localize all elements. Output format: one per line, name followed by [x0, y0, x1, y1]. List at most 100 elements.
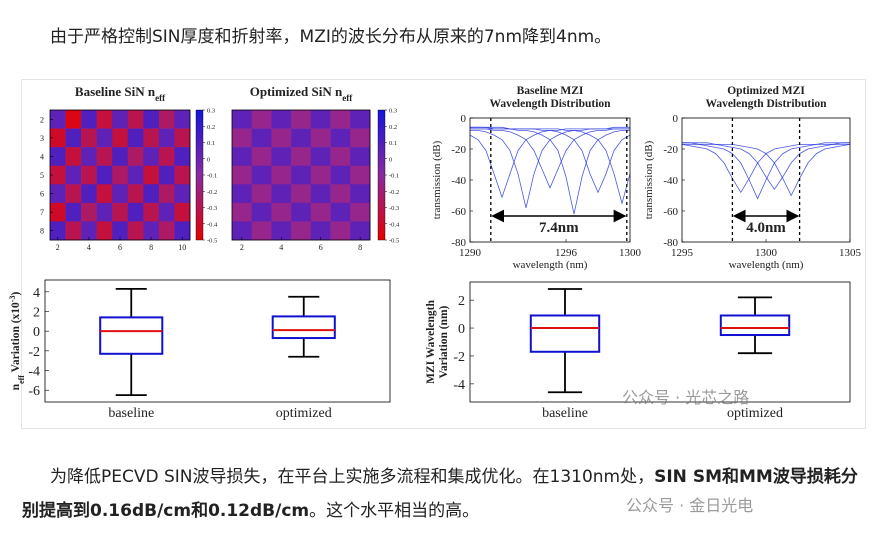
heatmap-cell — [112, 184, 129, 204]
y-tick-label: -80 — [663, 237, 678, 249]
x-axis-label: wavelength (nm) — [513, 259, 588, 271]
y-axis-label: neff Variation (x10-3) — [8, 292, 26, 391]
heatmap-cell — [251, 110, 272, 129]
heatmap-cell — [330, 202, 351, 222]
colorbar-tick-label: 0.2 — [389, 124, 397, 131]
heatmap-cell — [112, 110, 129, 129]
y-tick-label: 2 — [458, 294, 465, 309]
y-tick-label: -20 — [663, 144, 678, 156]
heatmap-cell — [350, 184, 371, 204]
heatmap-cell — [112, 202, 129, 222]
title-subscript: eff — [155, 93, 166, 103]
heatmap-cell — [96, 110, 113, 129]
box — [529, 314, 601, 353]
y-tick-label: 8 — [40, 227, 44, 236]
colorbar-tick-label: -0.5 — [207, 238, 217, 245]
heatmap-cell — [81, 221, 97, 241]
title-subscript: eff — [342, 93, 353, 103]
colorbar-tick-label: -0.4 — [207, 221, 218, 228]
heatmap-cell — [81, 147, 97, 167]
heatmap-cell — [158, 184, 175, 204]
paragraph: 为降低PECVD SIN波导损失，在平台上实施多流程和集成优化。在1310nm处… — [22, 460, 872, 528]
heatmap-cell — [50, 184, 66, 204]
heatmap-cell — [271, 128, 292, 148]
y-tick-label: 0 — [33, 325, 40, 340]
colorbar-tick-label: -0.3 — [207, 205, 217, 212]
x-tick-label: 10 — [178, 243, 186, 252]
range-label: 7.4nm — [539, 220, 579, 236]
y-tick-label: -6 — [28, 384, 40, 399]
box — [719, 314, 791, 337]
heatmap-cell — [291, 147, 312, 167]
x-tick-label: optimized — [276, 406, 332, 421]
heatmap-cell — [174, 110, 191, 129]
box — [271, 315, 336, 340]
heatmap-cell — [127, 147, 144, 167]
heatmap-cell — [65, 110, 82, 129]
heatmap-cell — [350, 202, 371, 222]
heatmap-cell — [330, 184, 351, 204]
heatmap-cell — [127, 202, 144, 222]
y-tick-label: -20 — [451, 144, 466, 156]
chart-title: Optimized SiN neff — [250, 84, 353, 103]
y-tick-label: -80 — [451, 237, 466, 249]
heatmap-cell — [291, 184, 312, 204]
y-axis-label-part: -3 — [8, 296, 17, 303]
heatmap-cell — [251, 184, 272, 204]
heatmap-cell — [65, 147, 82, 167]
heatmap-cell — [310, 221, 331, 241]
heatmap-cell — [310, 147, 331, 167]
heatmap-cell — [65, 165, 82, 185]
axes-frame — [469, 281, 851, 403]
heatmap-cell — [158, 165, 175, 185]
x-axis-label: wavelength (nm) — [729, 259, 804, 271]
heatmap-cell — [127, 128, 144, 148]
y-tick-label: -60 — [663, 206, 678, 218]
y-tick-label: 0 — [673, 113, 679, 125]
heatmap-cell — [127, 184, 144, 204]
heatmap-cell — [251, 147, 272, 167]
x-tick-label: 1296 — [555, 247, 578, 259]
heatmap-cell — [350, 147, 371, 167]
heatmap-cell — [81, 202, 97, 222]
y-tick-label: 0 — [461, 113, 467, 125]
text-run: 。这个水平相当的高。 — [309, 501, 480, 521]
heatmap-cell — [81, 128, 97, 148]
heatmap-cell — [158, 128, 175, 148]
paragraph: 由于严格控制SIN厚度和折射率，MZI的波长分布从原来的7nm降到4nm。 — [50, 27, 612, 47]
y-tick-label: 2 — [33, 305, 40, 320]
heatmap-cell — [251, 202, 272, 222]
colorbar-tick-label: -0.4 — [389, 221, 400, 228]
heatmap-cell — [271, 110, 292, 129]
heatmap-cell — [271, 184, 292, 204]
heatmap-cell — [112, 147, 129, 167]
heatmap-cell — [232, 128, 253, 148]
heatmap-cell — [65, 202, 82, 222]
colorbar-tick-label: -0.2 — [389, 189, 399, 196]
heatmap-cell — [330, 221, 351, 241]
series-line — [469, 126, 630, 199]
heatmap-cell — [310, 165, 331, 185]
heatmap-cell — [174, 221, 191, 241]
title-text: Baseline SiN n — [75, 84, 156, 99]
heatmap-cell — [251, 221, 272, 241]
axes-frame — [231, 109, 371, 241]
heatmap-cell — [350, 221, 371, 241]
x-tick-label: 8 — [358, 243, 362, 252]
heatmap-cell — [251, 128, 272, 148]
y-tick-label: 3 — [40, 134, 44, 143]
y-tick-label: 4 — [33, 286, 40, 301]
series-line — [682, 142, 851, 197]
x-tick-label: 1290 — [459, 247, 482, 259]
heatmap-cell — [291, 221, 312, 241]
heatmap-cell — [96, 202, 113, 222]
y-axis-label-part: n — [10, 383, 22, 390]
y-axis-label-part: ) — [10, 292, 22, 296]
heatmap-cell — [350, 110, 371, 129]
heatmap-cell — [96, 184, 113, 204]
series-line — [470, 128, 630, 208]
heatmap-cell — [271, 221, 292, 241]
y-axis-label: transmission (dB) — [643, 140, 655, 219]
heatmap-cell — [174, 128, 191, 148]
